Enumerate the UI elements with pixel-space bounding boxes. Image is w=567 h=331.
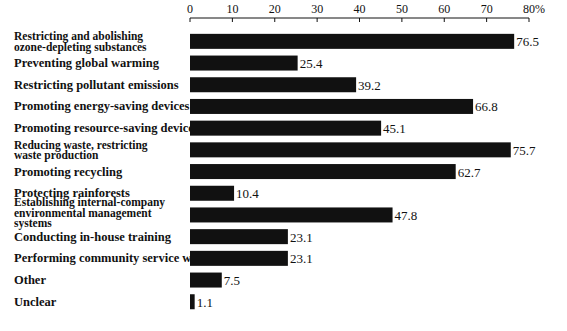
x-tick-label: 60 xyxy=(438,2,450,16)
x-tick-label: 50 xyxy=(396,2,408,16)
data-label: 66.8 xyxy=(475,99,498,114)
category-label: Other xyxy=(14,273,46,287)
data-label: 47.8 xyxy=(395,208,418,223)
category-label-line: waste production xyxy=(14,149,99,162)
category-label: Restricting and abolishingozone-depletin… xyxy=(14,30,147,54)
data-label: 10.4 xyxy=(236,186,259,201)
category-label-line: Promoting recycling xyxy=(14,165,123,179)
x-tick xyxy=(274,18,275,22)
x-tick xyxy=(359,18,360,22)
bar xyxy=(190,77,356,92)
category-label-line: systems xyxy=(14,217,52,230)
bar xyxy=(190,294,195,309)
x-tick-label: 70 xyxy=(481,2,493,16)
bar xyxy=(190,142,511,157)
x-tick xyxy=(486,18,487,22)
x-tick xyxy=(190,18,191,22)
bar xyxy=(190,273,222,288)
category-label-line: Preventing global warming xyxy=(14,56,160,70)
category-label-line: Unclear xyxy=(14,295,57,309)
data-label: 7.5 xyxy=(224,273,240,288)
category-label-line: Performing community service work xyxy=(14,251,210,265)
data-label: 39.2 xyxy=(358,78,381,93)
bar xyxy=(190,186,234,201)
data-label: 45.1 xyxy=(383,121,406,136)
category-label: Unclear xyxy=(14,295,57,309)
x-tick xyxy=(529,18,530,22)
bars xyxy=(190,34,514,309)
bar xyxy=(190,164,456,179)
x-tick xyxy=(444,18,445,22)
category-label: Restricting pollutant emissions xyxy=(14,78,179,92)
x-tick xyxy=(317,18,318,22)
data-label: 23.1 xyxy=(290,230,313,245)
category-label: Promoting recycling xyxy=(14,165,123,179)
bar xyxy=(190,229,288,244)
x-tick-label: 80% xyxy=(523,2,545,16)
category-label-line: Promoting resource-saving devices xyxy=(14,121,199,135)
category-label-line: ozone-depleting substances xyxy=(14,41,147,54)
category-label: Preventing global warming xyxy=(14,56,160,70)
bar xyxy=(190,207,393,222)
x-tick-label: 0 xyxy=(187,2,193,16)
bar xyxy=(190,99,473,114)
data-label: 1.1 xyxy=(197,295,213,310)
bar xyxy=(190,34,514,49)
category-label-line: Promoting energy-saving devices xyxy=(14,99,190,113)
bar xyxy=(190,56,298,71)
x-tick-label: 20 xyxy=(269,2,281,16)
bar xyxy=(190,121,381,136)
category-label: Conducting in-house training xyxy=(14,230,172,244)
data-label: 76.5 xyxy=(516,34,539,49)
category-label: Performing community service work xyxy=(14,251,210,265)
x-tick-label: 30 xyxy=(311,2,323,16)
category-label: Reducing waste, restrictingwaste product… xyxy=(14,139,148,163)
category-label-line: Conducting in-house training xyxy=(14,230,172,244)
chart: 0 10 20 30 40 50 60 70 80% 76.5 Restricting and ab… xyxy=(0,0,567,331)
data-label: 25.4 xyxy=(300,56,323,71)
category-label: Establishing internal-companyenvironment… xyxy=(14,196,165,230)
category-label: Promoting resource-saving devices xyxy=(14,121,199,135)
category-label: Promoting energy-saving devices xyxy=(14,99,190,113)
data-label: 23.1 xyxy=(290,251,313,266)
data-label: 75.7 xyxy=(513,143,536,158)
category-label-line: Restricting pollutant emissions xyxy=(14,78,179,92)
x-tick xyxy=(401,18,402,22)
x-tick-label: 10 xyxy=(226,2,238,16)
x-tick-label: 40 xyxy=(354,2,366,16)
category-label-line: Other xyxy=(14,273,46,287)
x-tick xyxy=(232,18,233,22)
data-label: 62.7 xyxy=(458,165,481,180)
